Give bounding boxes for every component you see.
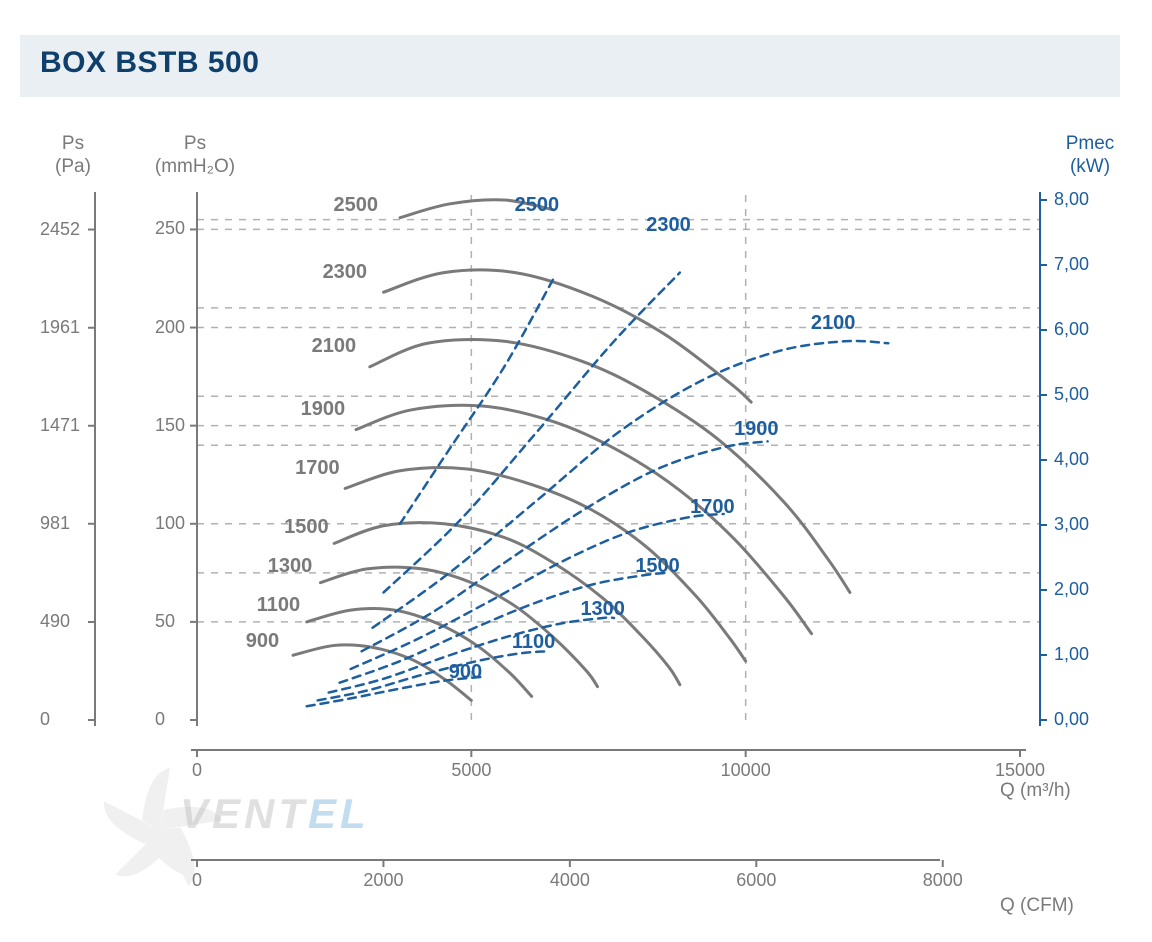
power-curve-label: 2100 [811, 312, 856, 335]
tick-label: 1961 [40, 317, 80, 338]
tick-label: 1471 [40, 415, 80, 436]
tick-label: 8000 [923, 870, 963, 891]
axis-title-pmec: Pmec(kW) [1055, 133, 1125, 179]
tick-label: 0,00 [1054, 709, 1089, 730]
tick-label: 200 [155, 317, 185, 338]
power-curve-label: 1300 [580, 598, 625, 621]
pressure-curve-label: 1900 [301, 398, 346, 421]
power-curve-label: 2500 [515, 194, 560, 217]
tick-label: 4000 [550, 870, 590, 891]
tick-label: 15000 [995, 760, 1045, 781]
tick-label: 2452 [40, 219, 80, 240]
pressure-curve-label: 1500 [284, 516, 329, 539]
power-curve-label: 900 [449, 661, 482, 684]
power-curve-label: 2300 [646, 214, 691, 237]
tick-label: 2000 [363, 870, 403, 891]
axis-title-ps-mmh2o: Ps(mmH₂O) [150, 133, 240, 179]
tick-label: 50 [155, 611, 175, 632]
tick-label: 6,00 [1054, 319, 1089, 340]
pressure-curve-label: 2100 [312, 335, 357, 358]
pressure-curve-label: 2300 [323, 261, 368, 284]
tick-label: 6000 [736, 870, 776, 891]
axis-title-q-m3h: Q (m³/h) [1000, 780, 1071, 803]
tick-label: 1,00 [1054, 644, 1089, 665]
tick-label: 0 [192, 760, 202, 781]
tick-label: 2,00 [1054, 579, 1089, 600]
tick-label: 150 [155, 415, 185, 436]
tick-label: 10000 [721, 760, 771, 781]
power-curve-label: 1500 [635, 555, 680, 578]
tick-label: 8,00 [1054, 189, 1089, 210]
tick-label: 5,00 [1054, 384, 1089, 405]
tick-label: 3,00 [1054, 514, 1089, 535]
pressure-curve-label: 1700 [295, 457, 340, 480]
power-curve-label: 1100 [512, 631, 555, 654]
pressure-curve-label: 2500 [334, 194, 379, 217]
tick-label: 5000 [451, 760, 491, 781]
tick-label: 981 [40, 513, 70, 534]
tick-label: 490 [40, 611, 70, 632]
pressure-curve-label: 1100 [257, 594, 300, 617]
axis-title-ps-pa: Ps(Pa) [48, 133, 98, 179]
tick-label: 100 [155, 513, 185, 534]
tick-label: 250 [155, 218, 185, 239]
pressure-curve-label: 1300 [268, 555, 313, 578]
tick-label: 0 [40, 709, 50, 730]
chart-container: BOX BSTB 500 VENTEL Ps(Pa) Ps(mmH₂O) Pme… [0, 0, 1152, 942]
axis-title-q-cfm: Q (CFM) [1000, 895, 1074, 918]
tick-label: 4,00 [1054, 449, 1089, 470]
tick-label: 0 [192, 870, 202, 891]
tick-label: 0 [155, 709, 165, 730]
power-curve-label: 1700 [690, 496, 735, 519]
power-curve-label: 1900 [734, 418, 779, 441]
tick-label: 7,00 [1054, 254, 1089, 275]
pressure-curve-label: 900 [246, 630, 279, 653]
